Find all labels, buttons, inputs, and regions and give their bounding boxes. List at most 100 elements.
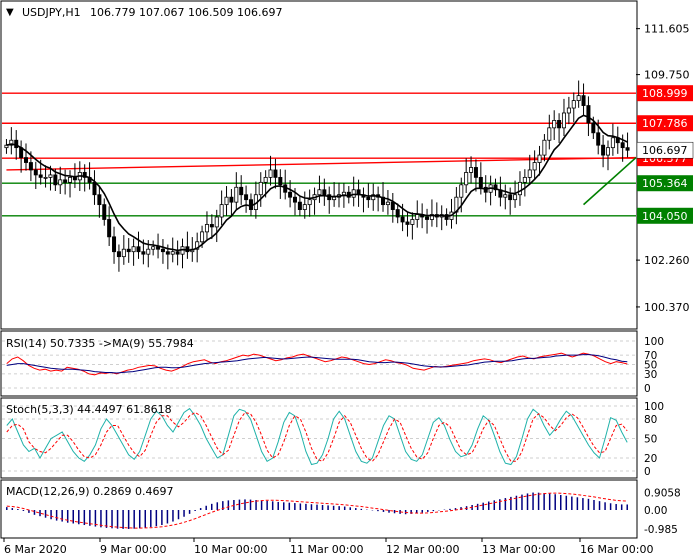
red-price-tag-bg [637, 115, 693, 132]
candle-body [517, 181, 522, 196]
candle-body [97, 194, 102, 206]
candle-body [513, 194, 518, 201]
moving-average [6, 114, 628, 252]
macd-histogram: 0.9058 0.00 -0.985 [6, 488, 681, 536]
candle-body [385, 201, 390, 206]
candle-body [410, 219, 415, 225]
x-axis: 6 Mar 2020 9 Mar 00:00 10 Mar 00:00 11 Mar … [3, 538, 653, 556]
candle-body [43, 176, 48, 179]
candle-body [219, 204, 224, 218]
candle-body [596, 132, 601, 146]
candle-body [263, 176, 268, 183]
y-axis: 111.605 109.750 102.260 100.370 108.999 107.7… [636, 23, 694, 314]
candle-body [605, 147, 610, 156]
pane-tick-label: 80 [644, 414, 657, 426]
candle-body [121, 248, 126, 258]
ohlc-readout: 106.779 107.067 106.509 106.697 [90, 6, 282, 19]
macd-tick-label: 0.9058 [644, 488, 681, 500]
candle-body [48, 174, 53, 178]
candle-body [332, 196, 337, 201]
macd-tick-label: 0.00 [644, 505, 667, 517]
candle-body [464, 172, 469, 186]
pane-tick-label: 50 [644, 434, 657, 446]
candle-body [273, 169, 278, 178]
green-trend-line [583, 156, 637, 206]
x-tick-label: 16 Mar 00:00 [580, 543, 653, 556]
candle-body [390, 201, 395, 210]
macd-tick-label: -0.985 [644, 524, 678, 536]
candle-body [552, 120, 557, 129]
candle-body [292, 196, 297, 203]
pane-tick-label: 100 [644, 401, 664, 413]
candle-body [278, 176, 283, 186]
macd-pane[interactable] [0, 479, 638, 539]
candle-body [165, 251, 170, 255]
price-pane[interactable] [0, 0, 638, 330]
candle-body [268, 169, 273, 178]
green-price-tag: 105.364 [642, 177, 688, 190]
y-tick-label: 102.260 [644, 254, 690, 267]
candle-body [33, 169, 38, 176]
rsi-pane[interactable] [0, 330, 638, 397]
candle-body [405, 221, 410, 225]
current-price-tag: 106.697 [642, 144, 688, 157]
candle-body [68, 176, 73, 183]
candle-body [576, 95, 581, 102]
candle-body [425, 216, 430, 220]
candle-body [341, 191, 346, 196]
candle-body [503, 194, 508, 198]
candle-body [82, 172, 87, 178]
stoch-pane[interactable] [0, 397, 638, 479]
candle-body [24, 157, 29, 163]
symbol-label: USDJPY,H1 [22, 6, 81, 19]
candle-body [322, 189, 327, 196]
candle-body [28, 162, 33, 171]
collapse-icon[interactable]: ▼ [6, 7, 14, 18]
candle-body [92, 181, 97, 196]
green-price-tag: 104.050 [642, 210, 688, 223]
current-price-tag-bg [636, 141, 694, 159]
candle-body [473, 167, 478, 178]
candle-body [136, 246, 141, 253]
candle-body [156, 246, 161, 250]
red-trend-line [6, 156, 637, 171]
candle-body [63, 179, 68, 183]
candle-body [141, 251, 146, 255]
candle-body [38, 174, 43, 178]
candle-body [209, 224, 214, 228]
pane-tick-label: 30 [644, 369, 657, 381]
candle-body [581, 95, 586, 106]
macd-signal-line [6, 492, 628, 529]
candle-body [239, 186, 244, 196]
candle-body [131, 246, 136, 253]
candle-body [72, 176, 77, 181]
pane-signal-line [6, 411, 628, 462]
candle-body [204, 224, 209, 233]
pane-tick-label: 0 [644, 383, 651, 395]
candle-body [429, 214, 434, 220]
candle-body [400, 216, 405, 223]
y-tick-label: 109.750 [644, 69, 690, 82]
candle-body [112, 236, 117, 253]
candle-body [116, 251, 121, 258]
candle-body [9, 139, 14, 146]
candle-body [371, 194, 376, 201]
red-price-tag-bg [637, 85, 693, 102]
candle-body [566, 107, 571, 114]
trend-lines [6, 156, 637, 206]
pane-tick-label: 100 [644, 336, 664, 348]
candle-body [151, 246, 156, 250]
candle-body [107, 219, 112, 238]
candle-body [58, 179, 63, 186]
stoch-label: Stoch(5,3,3) 44.4497 61.8618 [6, 403, 172, 416]
x-tick-label: 11 Mar 00:00 [290, 543, 363, 556]
y-tick-label: 111.605 [644, 23, 690, 36]
pane-tick-label: 70 [644, 350, 657, 362]
candle-body [620, 142, 625, 149]
red-price-tag: 107.786 [642, 117, 688, 130]
candle-body [542, 139, 547, 156]
candle-body [258, 181, 263, 196]
candle-body [126, 248, 131, 253]
candle-body [195, 241, 200, 250]
